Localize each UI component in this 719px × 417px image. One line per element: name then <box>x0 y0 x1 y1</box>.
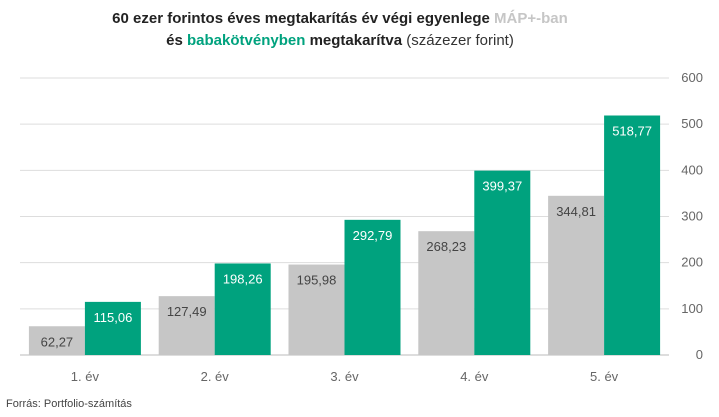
data-label: 115,06 <box>94 310 133 325</box>
x-tick-label: 5. év <box>590 369 619 384</box>
y-tick-label: 600 <box>681 70 703 85</box>
title-line-2: és babakötvényben megtakarítva (százezer… <box>0 30 680 52</box>
x-tick-label: 3. év <box>330 369 359 384</box>
data-label: 195,98 <box>297 273 337 288</box>
data-label: 198,26 <box>223 271 263 286</box>
x-tick-label: 1. év <box>71 369 100 384</box>
data-label: 127,49 <box>167 304 207 319</box>
x-tick-label: 2. év <box>201 369 230 384</box>
y-tick-label: 400 <box>681 162 703 177</box>
data-label: 518,77 <box>612 124 652 139</box>
bar-map <box>28 326 85 355</box>
title-series-map: MÁP+-ban <box>494 10 568 27</box>
chart-title: 60 ezer forintos éves megtakarítás év vé… <box>0 8 680 52</box>
y-tick-label: 100 <box>681 301 703 316</box>
bar-map <box>158 296 215 355</box>
title-series-baba: babakötvényben <box>187 32 306 49</box>
y-tick-label: 300 <box>681 209 703 224</box>
y-tick-label: 500 <box>681 116 703 131</box>
x-tick-label: 4. év <box>460 369 489 384</box>
title-prefix: és <box>166 32 183 49</box>
title-line-1: 60 ezer forintos éves megtakarítás év vé… <box>0 8 680 30</box>
title-main-text: 60 ezer forintos éves megtakarítás év vé… <box>112 10 490 27</box>
bar-map <box>288 264 345 355</box>
data-label: 344,81 <box>556 204 596 219</box>
y-tick-label: 0 <box>696 347 703 362</box>
bar-baba <box>84 301 141 355</box>
data-label: 292,79 <box>353 228 393 243</box>
bar-baba <box>344 219 401 355</box>
bar-baba <box>474 170 531 355</box>
bar-map <box>548 195 605 355</box>
data-label: 268,23 <box>426 239 466 254</box>
title-unit: (százezer forint) <box>406 32 514 49</box>
y-tick-label: 200 <box>681 255 703 270</box>
title-main-text-2: megtakarítva <box>309 32 403 49</box>
data-label: 399,37 <box>482 179 522 194</box>
source-note: Forrás: Portfolio-számítás <box>6 398 132 410</box>
data-label: 62,27 <box>41 334 74 349</box>
bar-map <box>418 231 475 355</box>
bar-baba <box>604 115 661 355</box>
bar-baba <box>214 263 271 355</box>
